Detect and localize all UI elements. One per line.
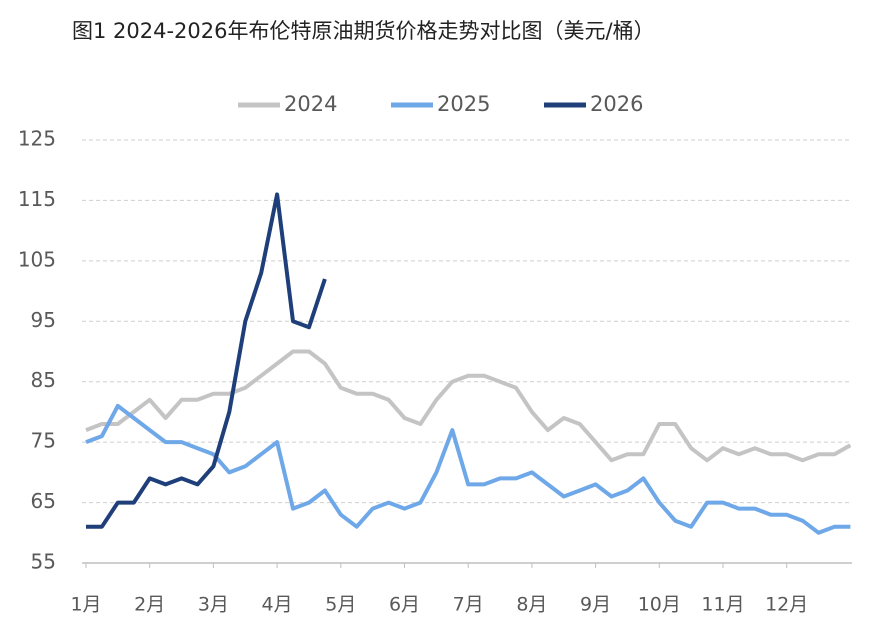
x-tick-label: 3月 xyxy=(198,594,229,616)
legend-label: 2026 xyxy=(590,92,643,116)
chart-title: 图1 2024-2026年布伦特原油期货价格走势对比图（美元/桶） xyxy=(72,19,655,43)
x-tick-label: 5月 xyxy=(325,594,356,616)
legend-label: 2024 xyxy=(284,92,337,116)
x-tick-label: 11月 xyxy=(701,594,744,616)
x-tick-label: 1月 xyxy=(70,594,101,616)
y-tick-label: 75 xyxy=(31,429,56,453)
x-tick-label: 9月 xyxy=(580,594,611,616)
x-tick-label: 2月 xyxy=(134,594,165,616)
y-tick-label: 95 xyxy=(31,308,56,332)
y-tick-label: 115 xyxy=(18,187,56,211)
x-tick-label: 12月 xyxy=(765,594,808,616)
y-tick-label: 105 xyxy=(18,247,56,271)
x-tick-label: 8月 xyxy=(516,594,547,616)
x-tick-label: 6月 xyxy=(389,594,420,616)
x-tick-label: 7月 xyxy=(453,594,484,616)
line-series xyxy=(86,192,327,529)
y-tick-label: 85 xyxy=(31,368,56,392)
y-tick-label: 55 xyxy=(31,550,56,574)
line-series xyxy=(85,403,851,535)
line-series xyxy=(85,349,852,463)
y-tick-label: 65 xyxy=(31,489,56,513)
x-tick-label: 4月 xyxy=(262,594,293,616)
x-tick-label: 10月 xyxy=(638,594,681,616)
legend-label: 2025 xyxy=(437,92,490,116)
y-tick-label: 125 xyxy=(18,127,56,151)
